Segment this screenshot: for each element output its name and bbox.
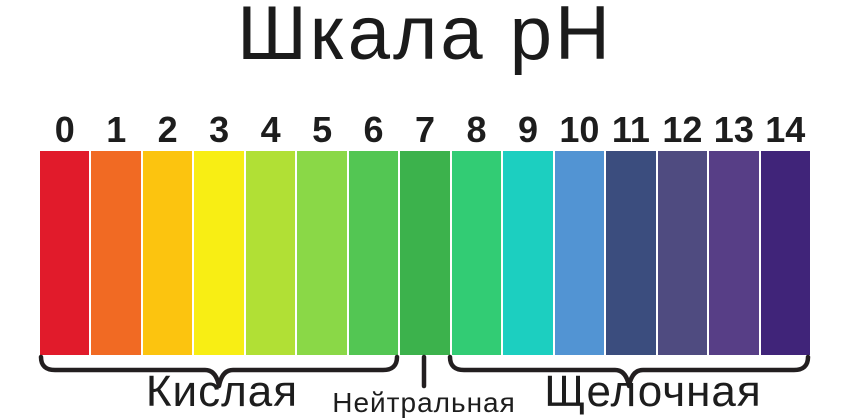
ph-value-label: 0 (54, 109, 75, 150)
ph-value-label: 4 (260, 109, 281, 150)
ph-value-label: 13 (713, 109, 754, 150)
ph-segment-3: 3 (194, 108, 244, 355)
ph-segment-13: 13 (709, 108, 759, 355)
page-title: Шкала pH (237, 0, 613, 76)
ph-color-swatch (606, 151, 656, 355)
ph-segment-4: 4 (245, 108, 296, 355)
ph-segment-12: 12 (657, 108, 708, 355)
ph-color-swatch (503, 151, 553, 355)
ph-segment-7: 7 (400, 108, 450, 355)
alkaline-brace (447, 354, 811, 389)
ph-value-label: 5 (312, 109, 333, 150)
ph-color-swatch (760, 151, 811, 355)
ph-value-label: 12 (662, 109, 703, 150)
ph-value-label: 10 (559, 109, 600, 150)
ph-color-swatch (297, 151, 347, 355)
ph-value-label: 14 (765, 109, 806, 150)
ph-color-swatch (400, 151, 450, 355)
neutral-zone-label: Нейтральная (332, 387, 516, 418)
ph-color-swatch (451, 151, 502, 355)
acidic-zone-label: Кислая (145, 367, 299, 416)
ph-value-label: 7 (415, 109, 436, 150)
ph-color-swatch (91, 151, 141, 355)
ph-color-swatch (709, 151, 759, 355)
ph-segment-10: 10 (554, 108, 605, 355)
ph-value-label: 8 (466, 109, 487, 150)
ph-segment-8: 8 (451, 108, 502, 355)
ph-segment-2: 2 (142, 108, 193, 355)
ph-color-swatch (554, 151, 605, 355)
ph-color-swatch (40, 151, 90, 355)
ph-segment-0: 0 (40, 108, 90, 355)
ph-value-label: 11 (611, 109, 650, 150)
ph-color-swatch (348, 151, 399, 355)
ph-segment-5: 5 (297, 108, 347, 355)
ph-scale: 0 1 2 3 4 5 6 7 8 9 10 11 12 13 14 (40, 108, 811, 355)
alkaline-zone-label: Щелочная (544, 367, 762, 416)
zone-annotations (38, 354, 811, 389)
ph-value-label: 1 (106, 109, 127, 150)
ph-value-label: 3 (209, 109, 230, 150)
ph-color-swatch (142, 151, 193, 355)
ph-segment-11: 11 (606, 108, 656, 355)
ph-segment-14: 14 (760, 108, 811, 355)
ph-segment-9: 9 (503, 108, 553, 355)
ph-value-label: 6 (363, 109, 384, 150)
ph-color-swatch (245, 151, 296, 355)
ph-color-swatch (657, 151, 708, 355)
ph-value-label: 9 (517, 109, 538, 150)
ph-segment-1: 1 (91, 108, 141, 355)
acidic-brace (38, 354, 400, 389)
ph-value-label: 2 (157, 109, 178, 150)
ph-color-swatch (194, 151, 244, 355)
ph-segment-6: 6 (348, 108, 399, 355)
